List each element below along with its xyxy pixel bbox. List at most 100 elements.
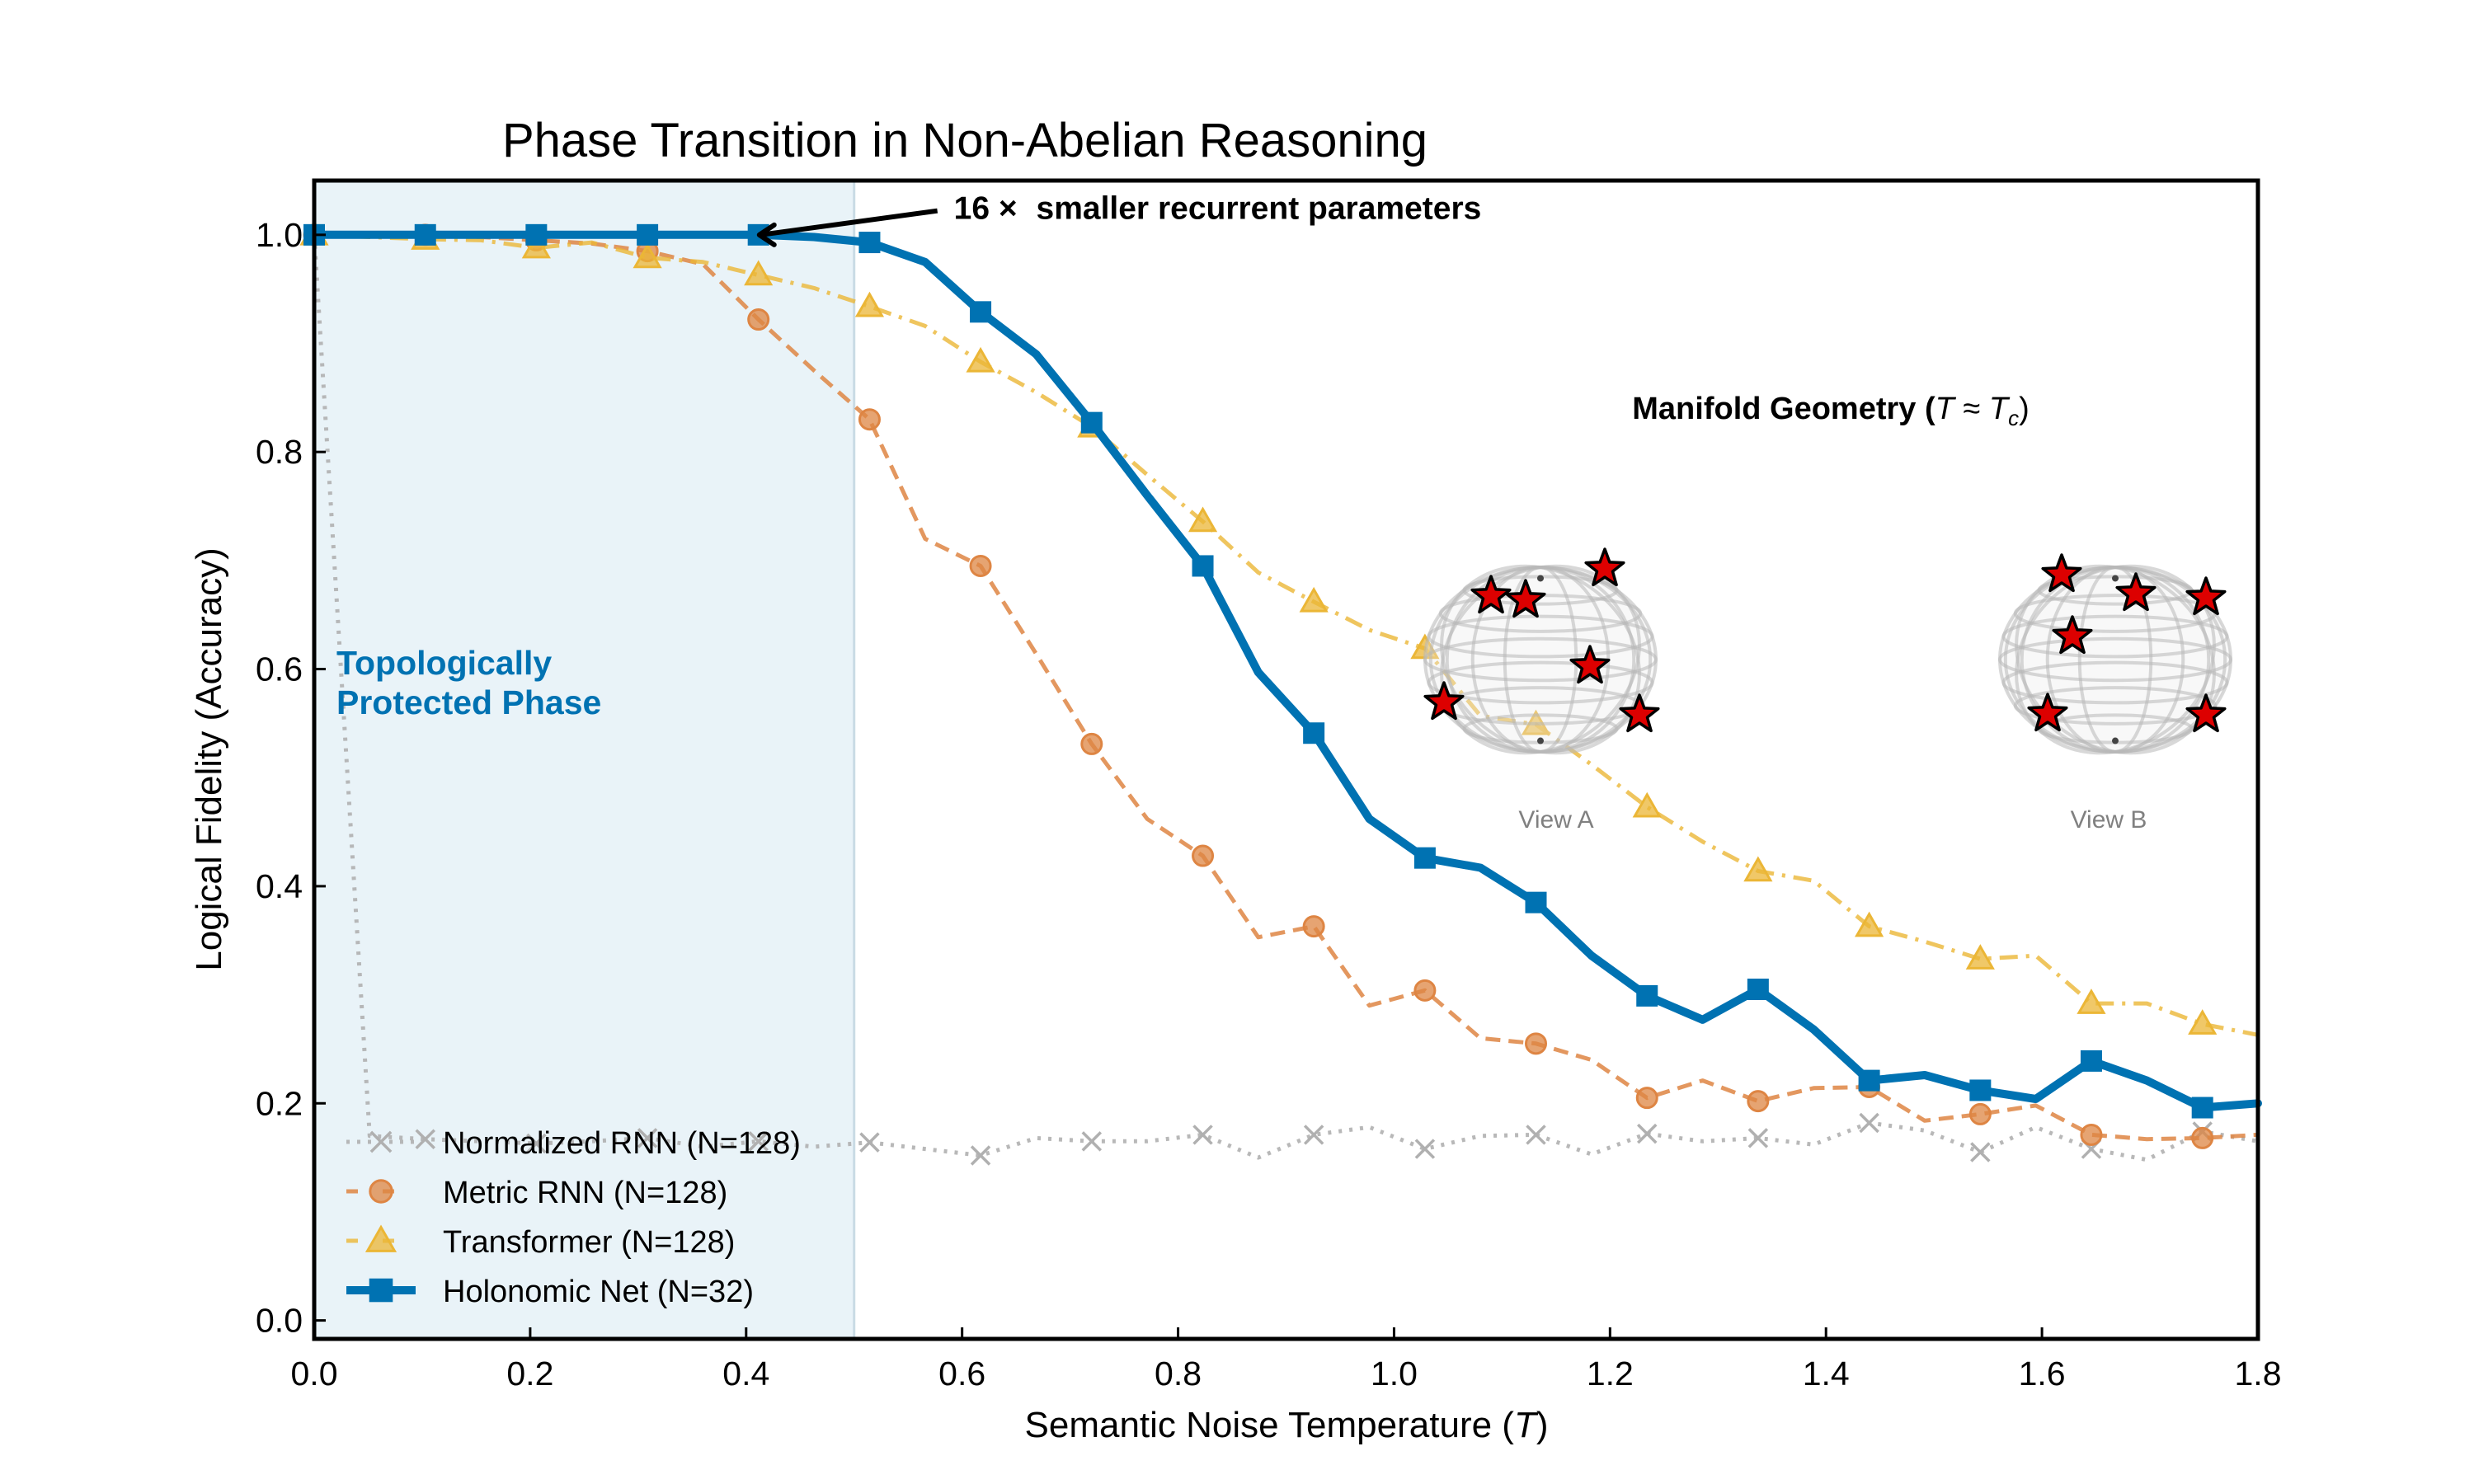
x-marker	[1747, 1128, 1769, 1148]
sphere-pole	[1537, 737, 1544, 744]
x-marker	[415, 1129, 435, 1149]
square-marker	[1413, 847, 1436, 869]
circle-marker	[1747, 1090, 1770, 1113]
x-tick-label: 1.4	[1803, 1355, 1850, 1392]
x-marker	[859, 1132, 880, 1153]
star-icon	[1505, 579, 1546, 618]
square-marker	[1303, 722, 1325, 744]
annotation: 16 × smaller recurrent parameters	[756, 191, 1482, 247]
inset-title-var1: T	[1935, 392, 1957, 426]
x-marker	[748, 1131, 769, 1152]
x-axis-label-prefix: Semantic Noise Temperature (	[1025, 1405, 1515, 1445]
triangle-marker	[1188, 506, 1218, 533]
square-marker	[1969, 1079, 1992, 1101]
series-line	[313, 232, 2259, 1037]
x-axis-label-suffix: )	[1536, 1405, 1549, 1445]
square-marker	[1080, 411, 1103, 434]
x-marker	[1303, 1125, 1324, 1145]
legend-label: Transformer (N=128)	[443, 1225, 735, 1260]
sphere-parallel	[1427, 660, 1654, 705]
circle-marker	[1080, 732, 1103, 755]
sphere-parallel	[1998, 636, 2232, 683]
plot-area	[299, 181, 2262, 1339]
star-icon	[1569, 645, 1611, 684]
protected-phase-label-line2: Protected Phase	[336, 683, 601, 721]
circle-marker	[2080, 1123, 2103, 1146]
star-icon	[2027, 693, 2068, 732]
star-icon	[2115, 572, 2157, 612]
star-icon	[1584, 547, 1625, 587]
x-marker	[1970, 1142, 1991, 1162]
x-marker	[1526, 1125, 1546, 1145]
triangle-marker	[1632, 791, 1662, 818]
annotation-arrow-shaft	[760, 208, 938, 237]
x-marker	[526, 1133, 547, 1154]
square-marker	[1747, 978, 1769, 1000]
x-tick-label: 1.0	[1371, 1355, 1418, 1392]
protected-phase-label-line1: Topologically	[336, 644, 552, 682]
triangle-marker	[365, 1224, 397, 1252]
annotation-body: smaller recurrent parameters	[1037, 191, 1482, 227]
square-marker	[414, 223, 436, 246]
inset-title-var2: T	[1989, 392, 2011, 426]
y-axis: 0.0 0.2 0.4 0.6 0.8 1.0	[256, 216, 326, 1340]
square-marker	[1636, 984, 1658, 1007]
circle-marker	[2191, 1126, 2214, 1149]
star-icon	[2185, 576, 2227, 616]
axes-frame	[312, 178, 2260, 1341]
square-marker	[2191, 1097, 2213, 1119]
square-marker	[858, 232, 881, 254]
star-icon	[2185, 693, 2227, 733]
circle-marker	[1302, 915, 1325, 938]
x-tick-label: 1.8	[2235, 1355, 2282, 1392]
triangle-marker	[633, 242, 662, 269]
x-tick-label: 0.6	[938, 1355, 985, 1392]
triangle-marker	[1965, 944, 1995, 970]
x-tick-label: 0.2	[506, 1355, 553, 1392]
x-axis-label-var: T	[1514, 1405, 1539, 1445]
square-marker	[637, 223, 659, 246]
y-tick-label: 0.2	[256, 1084, 303, 1122]
square-marker	[1192, 555, 1214, 577]
y-tick-label: 0.4	[256, 867, 303, 905]
circle-marker	[1525, 1032, 1548, 1055]
circle-marker	[1635, 1087, 1658, 1110]
triangle-marker	[854, 291, 885, 317]
y-tick-label: 1.0	[256, 216, 303, 254]
triangle-marker	[744, 260, 774, 286]
x-tick-label: 1.2	[1587, 1355, 1634, 1392]
circle-marker	[969, 554, 992, 577]
x-axis: 0.0 0.2 0.4 0.6 0.8 1.0 1.2 1.4 1.6 1.8	[291, 1327, 2282, 1392]
triangle-marker	[1743, 856, 1773, 882]
y-axis-label: Logical Fidelity (Accuracy)	[189, 547, 229, 971]
y-tick-label: 0.0	[256, 1302, 303, 1340]
legend: Normalized RNN (N=128) Metric RNN (N=128)…	[346, 1126, 801, 1309]
inset-title-sub: c	[2008, 406, 2019, 430]
x-marker	[1414, 1139, 1436, 1159]
square-marker	[369, 1278, 393, 1303]
sphere-wireframe	[1423, 564, 1658, 755]
sphere-pole	[2112, 737, 2119, 744]
sphere-pole	[1537, 575, 1544, 582]
chart-title: Phase Transition in Non-Abelian Reasonin…	[502, 114, 1427, 167]
circle-marker	[1192, 844, 1215, 867]
sphere-pole	[2112, 575, 2119, 582]
star-icon	[1423, 681, 1465, 721]
y-tick-label: 0.8	[256, 433, 303, 471]
x-marker	[369, 1130, 393, 1153]
square-marker	[1858, 1069, 1880, 1092]
sphere-view-b	[1998, 553, 2232, 755]
view-a-label: View A	[1518, 806, 1593, 834]
legend-item: Holonomic Net (N=32)	[346, 1275, 754, 1309]
x-axis-label: Semantic Noise Temperature (T)	[1025, 1405, 1549, 1445]
sphere-great-circle	[1440, 564, 1641, 755]
inset-title-prefix: Manifold Geometry (	[1632, 392, 1935, 426]
star-icon	[2052, 615, 2093, 655]
manifold-inset: Manifold Geometry (T ≈ Tc) View A View B	[1423, 392, 2232, 834]
triangle-marker	[1299, 586, 1329, 613]
x-marker	[1859, 1112, 1879, 1134]
annotation-times: ×	[999, 191, 1018, 227]
sphere-parallel	[2001, 660, 2229, 705]
circle-marker	[1413, 979, 1437, 1002]
sphere-parallel	[2013, 686, 2218, 726]
